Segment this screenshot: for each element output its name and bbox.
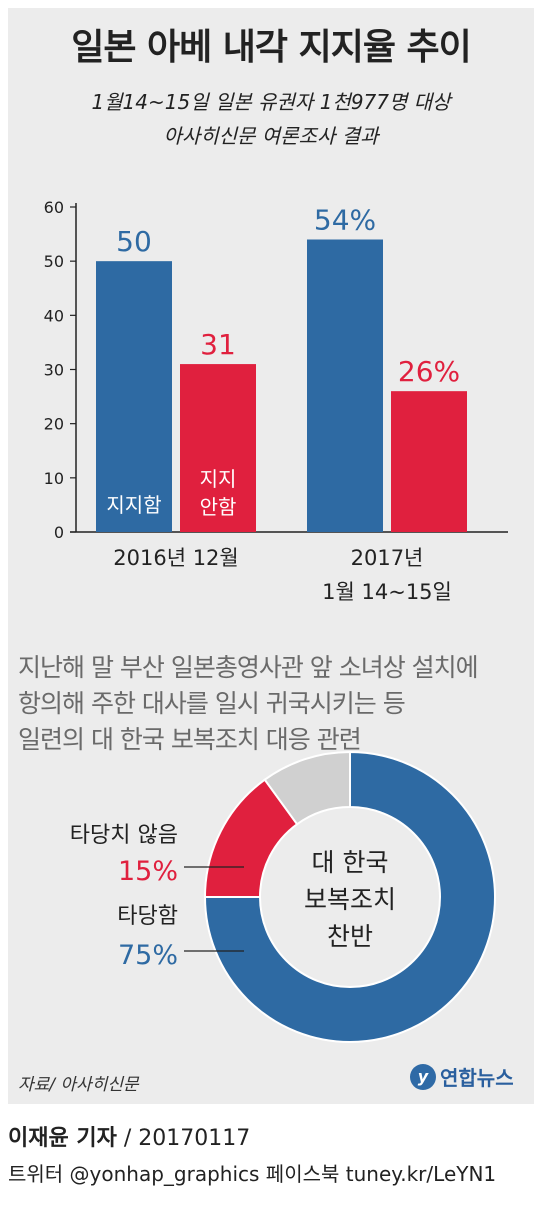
publish-date: / 20170117 (116, 1126, 251, 1151)
y-tick-label: 0 (54, 523, 64, 542)
question-line3: 일련의 대 한국 보복조치 대응 관련 (18, 725, 362, 754)
slice-value-label: 75% (118, 940, 178, 971)
donut-slice (203, 750, 496, 1043)
y-tick-label: 60 (44, 198, 64, 217)
subtitle-line1: 1월14~15일 일본 유권자 1천977명 대상 (91, 90, 451, 114)
bar-value-label: 50 (116, 225, 152, 258)
logo-text: 연합뉴스 (440, 1066, 514, 1090)
reporter-credit: 이재윤 기자 / 20170117 (8, 1120, 250, 1152)
yonhap-logo-icon: y (410, 1063, 436, 1090)
donut-center-label: 보복조치 (304, 885, 396, 914)
series-label-support: 지지함 (106, 493, 161, 517)
reporter-name: 이재윤 기자 (8, 1126, 117, 1151)
bar (391, 391, 467, 532)
bar-value-label: 31 (200, 328, 236, 361)
donut-center-label: 찬반 (327, 922, 373, 951)
slice-value-label: 15% (118, 856, 178, 887)
y-tick-label: 50 (44, 252, 64, 271)
series-label-nonsupport: 안함 (200, 495, 237, 519)
bar (96, 261, 172, 532)
slice-name-label: 타당함 (117, 904, 178, 929)
bar (307, 239, 383, 532)
question-line2: 항의해 주한 대사를 일시 귀국시키는 등 (18, 689, 406, 718)
yonhap-logo: y 연합뉴스 (410, 1062, 514, 1091)
page-title: 일본 아베 내각 지지율 추이 (71, 27, 471, 68)
y-tick-label: 40 (44, 306, 64, 325)
slice-name-label: 타당치 않음 (70, 823, 178, 848)
donut-slice (263, 750, 351, 826)
x-category-label: 1월 14~15일 (322, 580, 452, 604)
x-category-label: 2016년 12월 (113, 546, 238, 570)
bar-value-label: 26% (398, 355, 460, 388)
bar-value-label: 54% (314, 204, 376, 237)
y-tick-label: 10 (44, 469, 64, 488)
y-tick-label: 20 (44, 415, 64, 434)
x-category-label: 2017년 (351, 546, 424, 570)
series-label-nonsupport: 지지 (200, 467, 237, 491)
subtitle-line2: 아사히신문 여론조사 결과 (163, 124, 379, 148)
question-line1: 지난해 말 부산 일본총영사관 앞 소녀상 설치에 (18, 653, 479, 682)
approval-bar-chart: 0 10 20 30 40 50 60 50 31 2016년 12월 54% 26% 2017년 1월 … (44, 198, 508, 604)
social-links: 트위터 @yonhap_graphics 페이스북 tuney.kr/LeYN1 (8, 1162, 497, 1186)
bar (180, 364, 256, 532)
y-tick-label: 30 (44, 361, 64, 380)
source-note: 자료/ 아사히신문 (18, 1075, 139, 1095)
donut-center-label: 대 한국 (312, 848, 389, 877)
